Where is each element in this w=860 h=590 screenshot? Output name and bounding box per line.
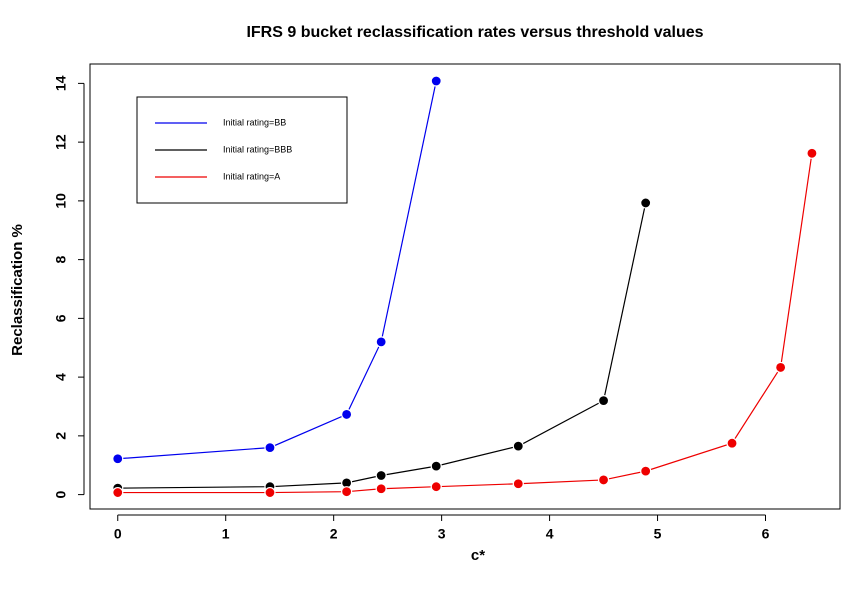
chart-title: IFRS 9 bucket reclassification rates ver… [246,24,703,41]
data-point [430,481,442,493]
data-point [806,147,818,159]
y-tick-label: 10 [53,193,69,209]
data-point [597,395,610,407]
data-point [375,469,387,482]
data-point [640,197,652,209]
data-point [597,474,610,486]
x-tick-label: 3 [438,526,446,542]
legend-label: Initial rating=A [223,171,280,181]
x-tick-label: 2 [330,526,338,542]
x-tick-label: 1 [222,526,230,542]
x-tick-label: 6 [762,526,770,542]
x-axis-label: c* [471,547,485,564]
data-point [775,361,787,374]
legend-label: Initial rating=BBB [223,144,292,154]
y-tick-label: 12 [53,134,69,150]
data-point [264,486,276,499]
series-line [117,153,813,494]
data-point [375,336,387,348]
series-line [117,202,647,489]
data-point [640,465,652,477]
data-point [341,408,353,421]
y-tick-label: 0 [53,491,69,499]
plot-frame [89,63,841,510]
data-point [375,483,387,495]
data-point [264,442,276,454]
data-point [112,453,124,465]
x-tick-label: 0 [114,526,122,542]
y-tick-label: 14 [53,75,69,91]
x-tick-label: 5 [654,526,662,542]
y-axis-label: Reclassification % [9,224,26,356]
data-point [430,75,442,87]
legend-label: Initial rating=BB [223,117,286,127]
y-tick-label: 6 [53,314,69,322]
data-point [341,486,353,498]
y-tick-label: 8 [53,256,69,264]
data-point [112,486,124,499]
y-tick-label: 4 [53,373,69,381]
y-tick-label: 2 [53,432,69,440]
data-point [726,437,738,449]
data-point [430,460,442,472]
x-tick-label: 4 [546,526,554,542]
data-point [512,478,524,490]
data-point [512,440,524,452]
